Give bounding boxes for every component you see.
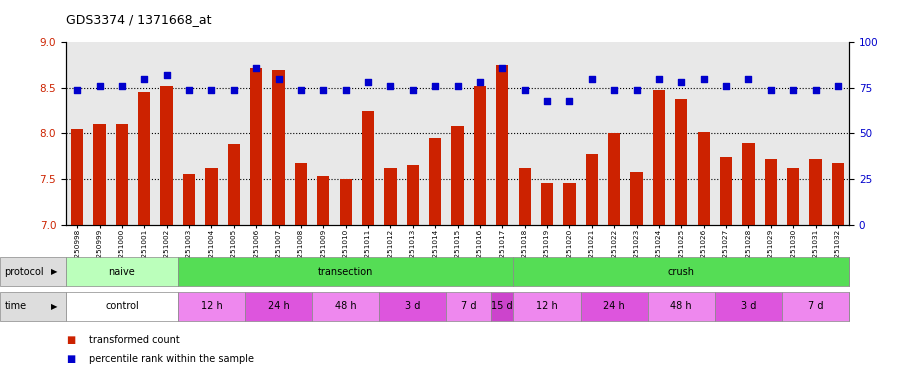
Text: percentile rank within the sample: percentile rank within the sample (89, 354, 254, 364)
Point (786, 87, 801, 93)
Point (249, 65, 264, 71)
Bar (429, 138, 442, 225)
Point (629, 87, 644, 93)
Bar (832, 163, 845, 225)
Text: 12 h: 12 h (201, 301, 223, 311)
Text: transection: transection (318, 266, 374, 277)
Text: GDS3374 / 1371668_at: GDS3374 / 1371668_at (66, 13, 212, 26)
Bar (720, 157, 732, 225)
Bar (407, 166, 419, 225)
Bar (227, 144, 240, 225)
Point (495, 65, 509, 71)
Text: 12 h: 12 h (536, 301, 558, 311)
Point (606, 87, 621, 93)
Text: 15 d: 15 d (492, 301, 513, 311)
Text: 24 h: 24 h (267, 301, 289, 311)
Point (338, 87, 353, 93)
Text: ■: ■ (66, 335, 75, 345)
Point (719, 83, 734, 89)
Bar (496, 65, 508, 225)
Text: 7 d: 7 d (808, 301, 823, 311)
Text: time: time (5, 301, 27, 311)
Text: ▶: ▶ (51, 267, 58, 276)
Point (674, 79, 689, 86)
Bar (340, 179, 352, 225)
Point (93, 83, 107, 89)
Point (763, 87, 778, 93)
Bar (71, 129, 83, 225)
Bar (697, 132, 710, 225)
Text: 48 h: 48 h (671, 301, 692, 311)
Bar (93, 124, 105, 225)
Text: naive: naive (108, 266, 136, 277)
Point (70, 87, 84, 93)
Point (271, 76, 286, 82)
Point (518, 87, 532, 93)
Bar (272, 70, 285, 225)
Point (450, 83, 464, 89)
Bar (384, 168, 397, 225)
Point (428, 83, 442, 89)
Text: control: control (105, 301, 138, 311)
Text: 48 h: 48 h (335, 301, 356, 311)
Point (181, 87, 196, 93)
Point (406, 87, 420, 93)
Bar (474, 86, 486, 225)
Point (136, 76, 151, 82)
Point (562, 98, 577, 104)
Text: 3 d: 3 d (405, 301, 420, 311)
Bar (115, 124, 128, 225)
Bar (138, 93, 150, 225)
Bar (608, 134, 620, 225)
Bar (452, 126, 463, 225)
Point (831, 83, 845, 89)
Point (651, 76, 666, 82)
Bar (183, 174, 195, 225)
Bar (653, 90, 665, 225)
Point (584, 76, 599, 82)
Bar (810, 159, 822, 225)
Text: ▶: ▶ (51, 302, 58, 311)
Bar (787, 168, 800, 225)
Bar (630, 172, 643, 225)
Point (226, 87, 241, 93)
Text: transformed count: transformed count (89, 335, 180, 345)
Bar (317, 176, 330, 225)
Point (696, 76, 711, 82)
Bar (205, 168, 218, 225)
Point (741, 76, 756, 82)
Point (540, 98, 554, 104)
Bar (250, 68, 262, 225)
Text: 7 d: 7 d (461, 301, 476, 311)
Point (159, 72, 174, 78)
Point (316, 87, 331, 93)
Bar (563, 183, 575, 225)
Text: 3 d: 3 d (741, 301, 756, 311)
Point (204, 87, 219, 93)
Bar (540, 183, 553, 225)
Bar (742, 142, 755, 225)
Point (114, 83, 129, 89)
Bar (518, 168, 531, 225)
Point (293, 87, 308, 93)
Bar (160, 86, 173, 225)
Point (361, 79, 376, 86)
Text: protocol: protocol (5, 266, 44, 277)
Text: ■: ■ (66, 354, 75, 364)
Point (808, 87, 823, 93)
Bar (362, 111, 375, 225)
Bar (295, 163, 307, 225)
Bar (675, 99, 688, 225)
Text: 24 h: 24 h (604, 301, 625, 311)
Text: crush: crush (668, 266, 695, 277)
Point (383, 83, 398, 89)
Bar (585, 154, 598, 225)
Point (473, 79, 487, 86)
Bar (765, 159, 777, 225)
